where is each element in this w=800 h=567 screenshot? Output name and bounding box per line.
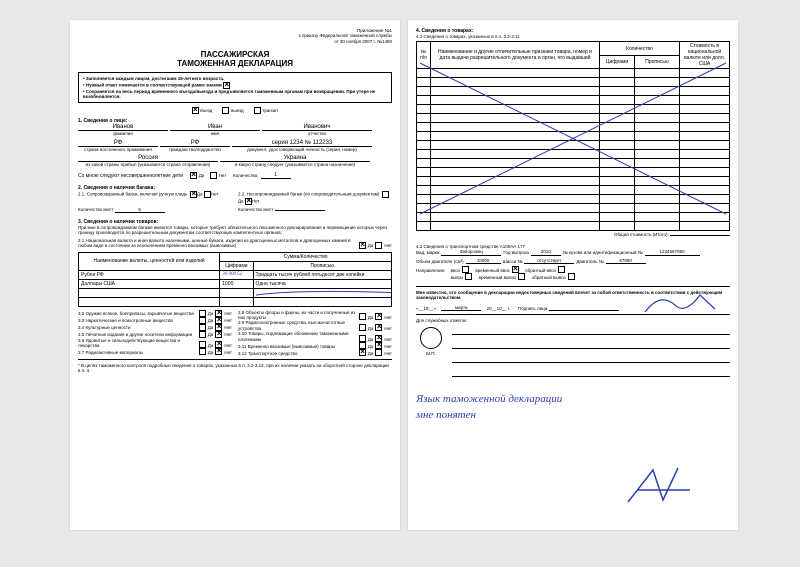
to[interactable]: Украина	[220, 155, 370, 162]
instructions-box: • Заполняется каждым лицом, достигшим 16…	[78, 72, 392, 103]
goods-row[interactable]	[417, 123, 730, 132]
currency-table: Наименование валюты, ценностей или издел…	[78, 252, 392, 307]
page-right: 4. Сведения о товарах: 4.1 Сведения о то…	[408, 20, 738, 530]
signature-1[interactable]	[549, 310, 619, 311]
goods-row[interactable]	[417, 204, 730, 213]
minors-lbl: Со мною следуют несовершеннолетние дети	[78, 173, 183, 179]
goods-row[interactable]	[417, 150, 730, 159]
title-1: ПАССАЖИРСКАЯ	[78, 50, 392, 59]
s3-p: При мне в сопровождаемом багаже имеются …	[78, 225, 392, 236]
goods-row[interactable]	[417, 105, 730, 114]
s31-net[interactable]	[375, 242, 382, 249]
minors-da[interactable]	[190, 172, 197, 179]
goods-row[interactable]	[417, 159, 730, 168]
goods-row[interactable]	[417, 222, 730, 231]
page-left: Приложение №1 к приказу Федеральной тамо…	[70, 20, 400, 530]
s41-sub: 4.1 Сведения о товарах, указанных в п.п.…	[416, 34, 730, 39]
total-value[interactable]	[670, 235, 730, 236]
chk-in[interactable]	[192, 107, 199, 114]
chk-tr[interactable]	[254, 107, 261, 114]
annex-block: Приложение №1 к приказу Федеральной тамо…	[78, 28, 392, 44]
goods-row[interactable]	[417, 168, 730, 177]
instr-3: Сохраняется на весь период временного въ…	[83, 89, 375, 99]
lbl-in: въезд	[200, 108, 212, 113]
stamp-circle	[420, 327, 442, 349]
name[interactable]: Иван	[170, 124, 260, 131]
lbl-tr: транзит	[262, 108, 278, 113]
minors-qty[interactable]: 1	[261, 172, 291, 179]
annex-3: от 30 ноября 2007 г. №1480	[78, 39, 392, 44]
s1-name-row: Иванов Иван Иванович	[78, 124, 392, 131]
example-checkbox	[223, 82, 230, 89]
handwritten-note: Язык таможенной декларации мне понятен	[416, 391, 730, 424]
citz[interactable]: РФ	[160, 140, 230, 147]
cur-row-1: Рубли РФ 30 000.52 Тридцать тысяч рублей…	[79, 270, 392, 279]
bag21-net[interactable]	[204, 191, 211, 198]
signature-mark-2	[618, 462, 708, 512]
decl-text: Мне известно, что сообщение в декларации…	[416, 290, 730, 301]
title-block: ПАССАЖИРСКАЯ ТАМОЖЕННАЯ ДЕКЛАРАЦИЯ	[78, 50, 392, 68]
places2[interactable]	[275, 210, 325, 211]
goods-row[interactable]	[417, 114, 730, 123]
bag22-net[interactable]	[245, 198, 252, 205]
items-grid: 3.2 Оружие всякое, боеприпасы, взрывчаты…	[78, 310, 392, 356]
patr[interactable]: Иванович	[262, 124, 372, 131]
goods-table-wrap: № п/п Наименование и другие отличительны…	[416, 41, 730, 231]
cur-row-2: Доллары США 1000 Одна тысяча	[79, 279, 392, 288]
goods-row[interactable]	[417, 69, 730, 78]
title-2: ТАМОЖЕННАЯ ДЕКЛАРАЦИЯ	[78, 59, 392, 68]
goods-table: № п/п Наименование и другие отличительны…	[416, 41, 730, 231]
minors-net[interactable]	[210, 172, 217, 179]
goods-row[interactable]	[417, 213, 730, 222]
instr-1: Заполняется каждым лицом, достигшим 16-л…	[86, 76, 224, 81]
chk-out[interactable]	[222, 107, 229, 114]
fam[interactable]: Иванов	[78, 124, 168, 131]
direction-row: въезд выезд транзит	[78, 107, 392, 114]
goods-row[interactable]	[417, 186, 730, 195]
goods-row[interactable]	[417, 141, 730, 150]
footnote: * В целях таможенного контроля подробные…	[78, 363, 392, 374]
s31-da[interactable]	[359, 242, 366, 249]
bag21-da[interactable]	[190, 191, 197, 198]
instr-2: Нужный ответ помечается в соответствующе…	[86, 82, 222, 87]
document-spread: Приложение №1 к приказу Федеральной тамо…	[0, 0, 800, 560]
ctz[interactable]: РФ	[78, 140, 158, 147]
goods-row[interactable]	[417, 96, 730, 105]
goods-row[interactable]	[417, 132, 730, 141]
goods-row[interactable]	[417, 177, 730, 186]
goods-row[interactable]	[417, 78, 730, 87]
places1[interactable]: 5	[115, 207, 165, 213]
svc-heading: Для служебных отметок:	[416, 318, 730, 323]
lbl-out: выезд	[231, 108, 244, 113]
doc[interactable]: серия 1234 № 112233	[232, 140, 372, 147]
bag22-da[interactable]	[382, 191, 389, 198]
goods-row[interactable]	[417, 87, 730, 96]
goods-row[interactable]	[417, 195, 730, 204]
